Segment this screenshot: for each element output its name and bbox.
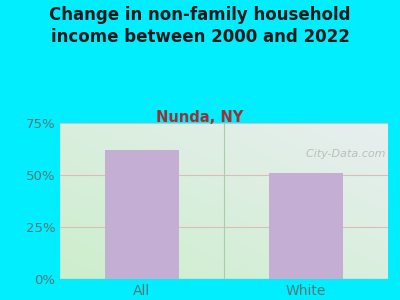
Bar <box>269 173 343 279</box>
Text: City-Data.com: City-Data.com <box>300 149 386 159</box>
Text: Change in non-family household
income between 2000 and 2022: Change in non-family household income be… <box>49 6 351 46</box>
Text: Nunda, NY: Nunda, NY <box>156 110 244 124</box>
Bar <box>105 150 179 279</box>
